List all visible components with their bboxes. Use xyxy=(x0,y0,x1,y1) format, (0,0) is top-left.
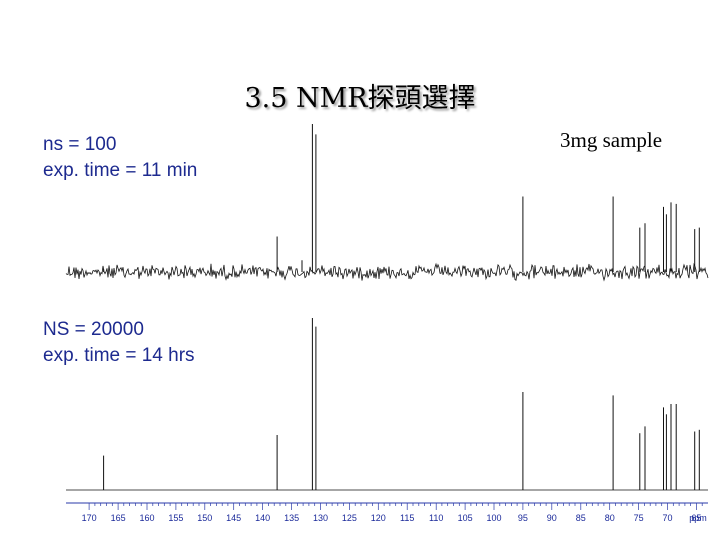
spectrum-baseline xyxy=(65,262,709,282)
bottom-scan-count: NS = 20000 xyxy=(43,319,144,340)
x-tick-label: 100 xyxy=(486,513,501,523)
x-tick-label: 160 xyxy=(139,513,154,523)
x-tick-label: 65 xyxy=(691,513,701,523)
x-tick-label: 80 xyxy=(605,513,615,523)
sample-label: 3mg sample xyxy=(560,128,663,152)
x-tick-label: 105 xyxy=(458,513,473,523)
x-tick-label: 85 xyxy=(576,513,586,523)
x-tick-label: 165 xyxy=(111,513,126,523)
x-tick-label: 150 xyxy=(197,513,212,523)
x-tick-label: 115 xyxy=(400,513,414,523)
x-tick-label: 125 xyxy=(342,513,357,523)
x-axis: 170 165 160 155 150 145 140 135 130 125 120 115 110 1… xyxy=(66,502,708,523)
top-scan-count: ns = 100 xyxy=(43,134,117,155)
x-tick-label: 70 xyxy=(662,513,672,523)
x-axis-unit-label: ppm xyxy=(689,513,707,523)
x-tick-label: 75 xyxy=(634,513,644,523)
top-exp-time: exp. time = 11 min xyxy=(43,160,198,181)
bottom-spectrum xyxy=(66,318,708,491)
x-tick-label: 130 xyxy=(313,513,328,523)
x-tick-label: 145 xyxy=(226,513,241,523)
x-tick-label: 140 xyxy=(255,513,270,523)
slide-title: 3.5 NMR探頭選擇 xyxy=(244,83,476,114)
bottom-exp-time: exp. time = 14 hrs xyxy=(43,345,195,366)
x-tick-label: 120 xyxy=(371,513,386,523)
x-tick-label: 90 xyxy=(547,513,557,523)
bottom-spectrum-params: NS = 20000 exp. time = 14 hrs xyxy=(43,317,195,369)
x-tick-label: 170 xyxy=(82,513,97,523)
x-tick-label: 155 xyxy=(168,513,183,523)
top-spectrum xyxy=(65,124,709,282)
top-spectrum-params: ns = 100 exp. time = 11 min xyxy=(43,132,197,184)
x-tick-label: 135 xyxy=(284,513,299,523)
x-tick-label: 95 xyxy=(518,513,528,523)
x-tick-label: 110 xyxy=(429,513,443,523)
